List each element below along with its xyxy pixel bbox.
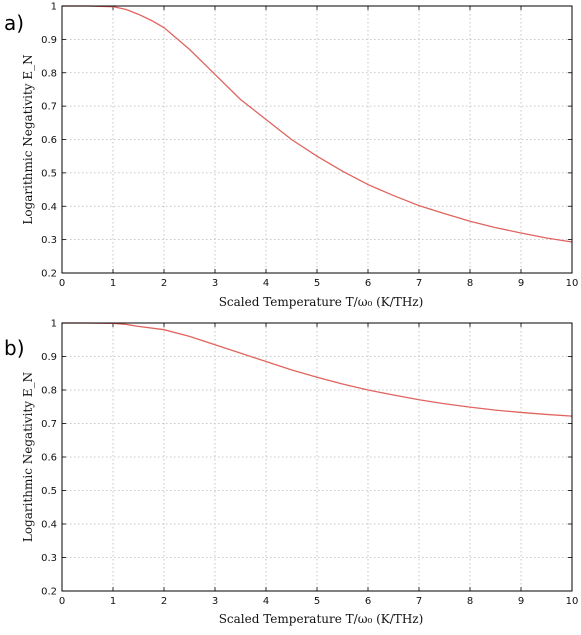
x-axis-label: Scaled Temperature T/ω₀ (K/THz) [219, 612, 424, 626]
x-tick-label: 7 [416, 278, 422, 289]
x-tick-label: 9 [518, 596, 524, 607]
chart-panel-2: b) 0 1 2 3 4 5 6 7 8 9 10 0.2 0.3 0.4 0.5 0.6 0.7 0.8 0.9 1 S… [4, 319, 578, 627]
data-line [62, 5, 573, 243]
y-tick-label: 0.3 [41, 553, 57, 564]
x-tick-label: 6 [365, 278, 371, 289]
y-tick-label: 1 [51, 319, 57, 330]
y-tick-label: 0.4 [41, 520, 57, 531]
x-tick-label: 6 [365, 596, 371, 607]
y-tick-label: 0.5 [41, 168, 57, 179]
x-tick-label: 4 [263, 278, 269, 289]
x-tick-label: 2 [161, 278, 167, 289]
y-tick-label: 0.5 [41, 486, 57, 497]
plot-frame [61, 322, 573, 592]
x-axis-label: Scaled Temperature T/ω₀ (K/THz) [219, 295, 424, 309]
x-tick-label: 8 [467, 278, 473, 289]
x-tick-label: 9 [518, 278, 524, 289]
x-tick-label: 4 [263, 596, 269, 607]
x-tick-label: 10 [566, 278, 579, 289]
plot-frame [61, 5, 573, 274]
panel-label: b) [4, 336, 25, 360]
x-tick-label: 1 [110, 278, 116, 289]
y-tick-label: 1 [51, 2, 57, 13]
y-tick-label: 0.8 [41, 68, 57, 79]
y-tick-label: 0.6 [41, 135, 57, 146]
y-axis-label: Logarithmic Negativity E_N [21, 54, 35, 224]
x-tick-label: 0 [59, 278, 65, 289]
x-tick-label: 3 [212, 596, 218, 607]
chart-panel-1: a) 0 1 2 3 4 5 6 7 8 9 10 0.2 0.3 0.4 0.5 0.6 0.7 0.8 0.9 1 S… [4, 2, 578, 310]
y-tick-label: 0.2 [41, 269, 57, 280]
y-tick-label: 0.7 [41, 102, 57, 113]
y-tick-label: 0.6 [41, 453, 57, 464]
data-line [62, 322, 573, 417]
y-tick-label: 0.8 [41, 386, 57, 397]
y-tick-label: 0.3 [41, 235, 57, 246]
y-tick-label: 0.9 [41, 352, 57, 363]
y-tick-label: 0.2 [41, 587, 57, 598]
x-tick-label: 3 [212, 278, 218, 289]
x-tick-label: 1 [110, 596, 116, 607]
y-axis-label: Logarithmic Negativity E_N [21, 372, 35, 542]
x-tick-label: 0 [59, 596, 65, 607]
x-tick-label: 10 [566, 596, 579, 607]
x-tick-label: 5 [314, 596, 320, 607]
y-tick-label: 0.7 [41, 419, 57, 430]
panel-label: a) [4, 11, 24, 35]
y-tick-label: 0.4 [41, 202, 57, 213]
x-tick-label: 5 [314, 278, 320, 289]
x-tick-label: 7 [416, 596, 422, 607]
y-tick-label: 0.9 [41, 35, 57, 46]
x-tick-label: 8 [467, 596, 473, 607]
x-tick-label: 2 [161, 596, 167, 607]
